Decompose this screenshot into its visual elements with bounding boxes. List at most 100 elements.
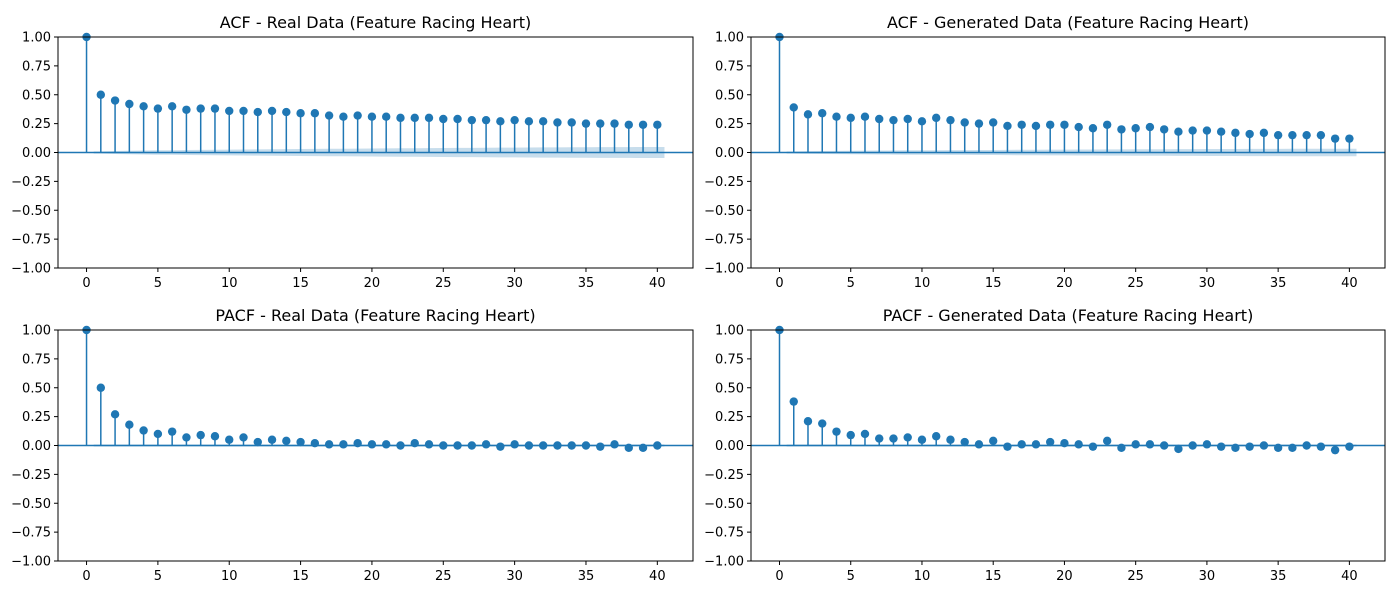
- x-tick-label: 20: [1056, 276, 1073, 291]
- stem-marker: [453, 114, 462, 124]
- stem-marker: [860, 112, 870, 121]
- stem-marker: [439, 114, 448, 124]
- pacf-real-panel: PACF - Real Data (Feature Racing Heart) …: [11, 306, 694, 584]
- stem-marker: [125, 99, 134, 109]
- stem-marker: [510, 440, 519, 449]
- x-tick-label: 30: [1199, 276, 1216, 291]
- stem-marker: [324, 111, 334, 120]
- stem-marker: [481, 440, 491, 449]
- stem-marker: [367, 112, 377, 121]
- stem-marker: [1060, 438, 1069, 448]
- x-tick-label: 25: [435, 569, 452, 584]
- y-tick-label: −0.50: [704, 204, 744, 219]
- y-tick-label: −0.25: [11, 468, 51, 483]
- stem-marker: [424, 440, 434, 449]
- stem-marker: [410, 438, 419, 448]
- x-tick-label: 40: [649, 569, 666, 584]
- stem-marker: [596, 442, 605, 451]
- y-tick-label: −1.00: [11, 555, 51, 570]
- x-tick-label: 15: [292, 569, 309, 584]
- stem-marker: [903, 433, 912, 442]
- y-tick-label: −0.75: [11, 233, 51, 248]
- x-tick-label: 5: [154, 276, 162, 291]
- panel-title: PACF - Real Data (Feature Racing Heart): [215, 306, 535, 325]
- y-tick-label: 0.50: [22, 88, 51, 103]
- stem-marker: [524, 441, 534, 450]
- stem-marker: [1188, 441, 1197, 450]
- stem-marker: [1102, 120, 1112, 129]
- stem-marker: [818, 109, 827, 118]
- stem-marker: [889, 115, 898, 125]
- stem-marker: [110, 410, 120, 419]
- stem-marker: [1330, 445, 1340, 455]
- stem-marker: [553, 441, 562, 450]
- stem-marker: [253, 437, 262, 447]
- stem-marker: [424, 113, 434, 123]
- x-tick-label: 20: [1056, 569, 1073, 584]
- stem-marker: [903, 114, 912, 124]
- x-tick-label: 20: [364, 569, 381, 584]
- stem-marker: [324, 440, 334, 449]
- stem-marker: [1273, 443, 1283, 453]
- y-tick-label: 0.25: [22, 117, 51, 132]
- stem-marker: [310, 438, 320, 448]
- stem-marker: [1216, 442, 1226, 451]
- y-tick-label: −0.50: [704, 497, 744, 512]
- stem-marker: [96, 383, 106, 392]
- stem-marker: [581, 119, 591, 128]
- stem-marker: [803, 110, 813, 119]
- x-tick-label: 5: [847, 276, 855, 291]
- panel-title: PACF - Generated Data (Feature Racing He…: [883, 306, 1254, 325]
- stem-marker: [610, 119, 619, 128]
- y-tick-label: 0.00: [715, 146, 744, 161]
- stem-marker: [1045, 120, 1055, 129]
- stem-marker: [974, 440, 984, 449]
- x-tick-label: 25: [435, 276, 452, 291]
- stem-marker: [210, 104, 220, 113]
- stem-marker: [875, 434, 884, 443]
- stem-marker: [110, 96, 120, 105]
- stem-marker: [1174, 444, 1183, 454]
- stem-marker: [1060, 120, 1069, 129]
- stem-marker: [196, 430, 205, 440]
- stem-marker: [846, 430, 855, 440]
- stem-marker: [538, 441, 548, 450]
- y-tick-label: −0.75: [11, 526, 51, 541]
- stem-marker: [832, 427, 841, 436]
- stem-marker: [396, 441, 405, 450]
- stem-marker: [1074, 122, 1083, 132]
- y-tick-label: 0.25: [22, 410, 51, 425]
- y-tick-label: 0.75: [22, 59, 51, 74]
- y-tick-label: 0.50: [715, 381, 744, 396]
- stem-marker: [917, 435, 927, 444]
- acf-real-panel: ACF - Real Data (Feature Racing Heart) 1…: [11, 13, 694, 291]
- stem-marker: [1017, 440, 1026, 449]
- stem-marker: [974, 119, 984, 128]
- x-tick-label: 5: [847, 569, 855, 584]
- y-tick-label: 1.00: [22, 324, 51, 339]
- stem-marker: [889, 434, 898, 443]
- stem-marker: [832, 112, 841, 121]
- stem-marker: [310, 109, 320, 118]
- y-tick-label: −0.75: [704, 526, 744, 541]
- x-tick-label: 20: [364, 276, 381, 291]
- stem-marker: [382, 112, 391, 121]
- stem-marker: [182, 105, 191, 114]
- stem-marker: [1117, 125, 1126, 134]
- x-tick-label: 0: [82, 569, 90, 584]
- stem-marker: [1074, 440, 1083, 449]
- stem-marker: [396, 113, 405, 123]
- y-tick-label: −0.75: [704, 233, 744, 248]
- stem-marker: [846, 113, 855, 123]
- stem-marker: [946, 115, 955, 125]
- stem-marker: [653, 120, 662, 129]
- y-tick-label: 0.50: [22, 381, 51, 396]
- stem-marker: [1345, 134, 1354, 143]
- y-tick-label: 0.25: [715, 410, 744, 425]
- stem-marker: [932, 432, 941, 441]
- stem-marker: [1145, 122, 1155, 132]
- y-tick-label: 0.00: [22, 146, 51, 161]
- stem-marker: [960, 437, 969, 447]
- y-tick-label: 0.75: [715, 352, 744, 367]
- stem-marker: [567, 441, 576, 450]
